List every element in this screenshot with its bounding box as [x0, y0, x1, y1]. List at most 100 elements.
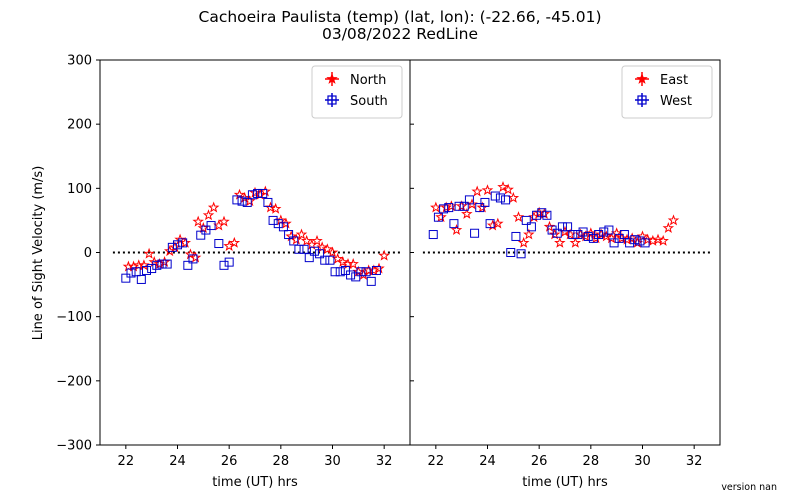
point-west: [599, 227, 609, 237]
point-south: [142, 265, 151, 275]
x-tick-label: 24: [169, 454, 186, 469]
point-south: [294, 244, 304, 254]
point-west: [485, 219, 495, 229]
x-tick-label: 28: [583, 454, 600, 469]
x-tick-label: 28: [273, 454, 290, 469]
point-east: [657, 234, 669, 246]
legend-entry-south: South: [325, 93, 388, 109]
point-south: [335, 267, 345, 277]
point-west: [573, 230, 583, 240]
point-west: [547, 225, 557, 235]
point-south: [320, 255, 330, 265]
legend-entry-east: East: [635, 72, 688, 88]
point-south: [131, 267, 141, 277]
point-west: [428, 230, 438, 240]
y-tick-label: 200: [67, 118, 92, 133]
point-east: [548, 228, 561, 240]
point-west: [511, 231, 521, 241]
point-east: [435, 211, 447, 223]
point-south: [152, 260, 162, 270]
point-east: [517, 236, 530, 248]
point-south: [224, 257, 234, 267]
point-west: [557, 222, 567, 232]
point-north: [233, 188, 246, 200]
point-west: [506, 248, 516, 257]
point-south: [206, 221, 216, 231]
y-tick-label: −100: [56, 310, 92, 325]
y-tick-label: 0: [84, 246, 92, 261]
right-panel: 22 24 26 28 30 32 East West: [409, 59, 721, 469]
point-north: [269, 202, 282, 214]
point-south: [366, 276, 376, 286]
point-south: [167, 242, 177, 252]
legend-label: West: [660, 94, 692, 109]
point-south: [247, 190, 257, 200]
point-east: [554, 236, 566, 248]
point-south: [162, 259, 172, 269]
point-west: [526, 222, 536, 232]
point-north: [202, 209, 215, 221]
point-north: [311, 234, 323, 246]
point-south: [173, 240, 182, 250]
point-west: [490, 191, 500, 201]
point-west: [475, 203, 485, 213]
point-east: [430, 201, 442, 213]
point-south: [183, 260, 193, 270]
point-east: [455, 200, 468, 212]
point-west: [568, 230, 578, 240]
point-west: [470, 228, 480, 238]
y-axis-label: Line of Sight Velocity (m/s): [31, 166, 46, 341]
point-south: [242, 197, 252, 207]
point-east: [512, 211, 525, 223]
point-south: [219, 260, 229, 270]
legend-entry-west: West: [635, 93, 692, 109]
point-south: [258, 188, 268, 198]
point-south: [126, 268, 136, 278]
point-west: [439, 204, 449, 214]
point-east: [440, 201, 452, 213]
point-north: [184, 248, 197, 260]
point-north: [378, 249, 390, 261]
point-east: [523, 228, 535, 240]
left-panel: 22 24 26 28 30 32 −300 −200 −100 0 100 200 300 North S…: [56, 54, 411, 469]
point-west: [459, 201, 469, 211]
x-tick-label: 26: [221, 454, 238, 469]
point-west: [542, 210, 552, 220]
point-west: [630, 235, 640, 245]
point-north: [174, 233, 186, 245]
point-south: [237, 196, 247, 206]
point-south: [284, 230, 294, 240]
point-north: [259, 185, 272, 197]
y-tick-label: 300: [67, 54, 92, 69]
point-south: [178, 238, 188, 248]
point-west: [433, 212, 443, 222]
chart-title-line2: 03/08/2022 RedLine: [322, 25, 478, 43]
point-south: [196, 230, 206, 240]
point-west: [464, 195, 474, 205]
point-north: [337, 256, 349, 268]
point-north: [300, 234, 313, 246]
point-north: [347, 257, 359, 269]
point-north: [207, 201, 220, 213]
point-east: [636, 230, 649, 242]
x-tick-label: 30: [634, 454, 651, 469]
point-south: [268, 215, 278, 225]
point-north: [143, 247, 155, 259]
point-east: [507, 191, 520, 203]
point-west: [537, 208, 547, 218]
point-north: [316, 241, 328, 253]
x-tick-label: 24: [479, 454, 496, 469]
point-east: [497, 180, 509, 192]
point-west: [480, 197, 490, 207]
point-west: [552, 228, 562, 238]
point-west: [635, 236, 645, 246]
point-south: [371, 265, 381, 275]
point-north: [138, 259, 150, 271]
point-west: [563, 222, 573, 232]
version-label: version nan: [721, 482, 777, 493]
point-east: [667, 214, 680, 226]
legend-square-marker: [637, 95, 647, 105]
point-south: [253, 188, 263, 198]
point-west: [619, 230, 629, 240]
